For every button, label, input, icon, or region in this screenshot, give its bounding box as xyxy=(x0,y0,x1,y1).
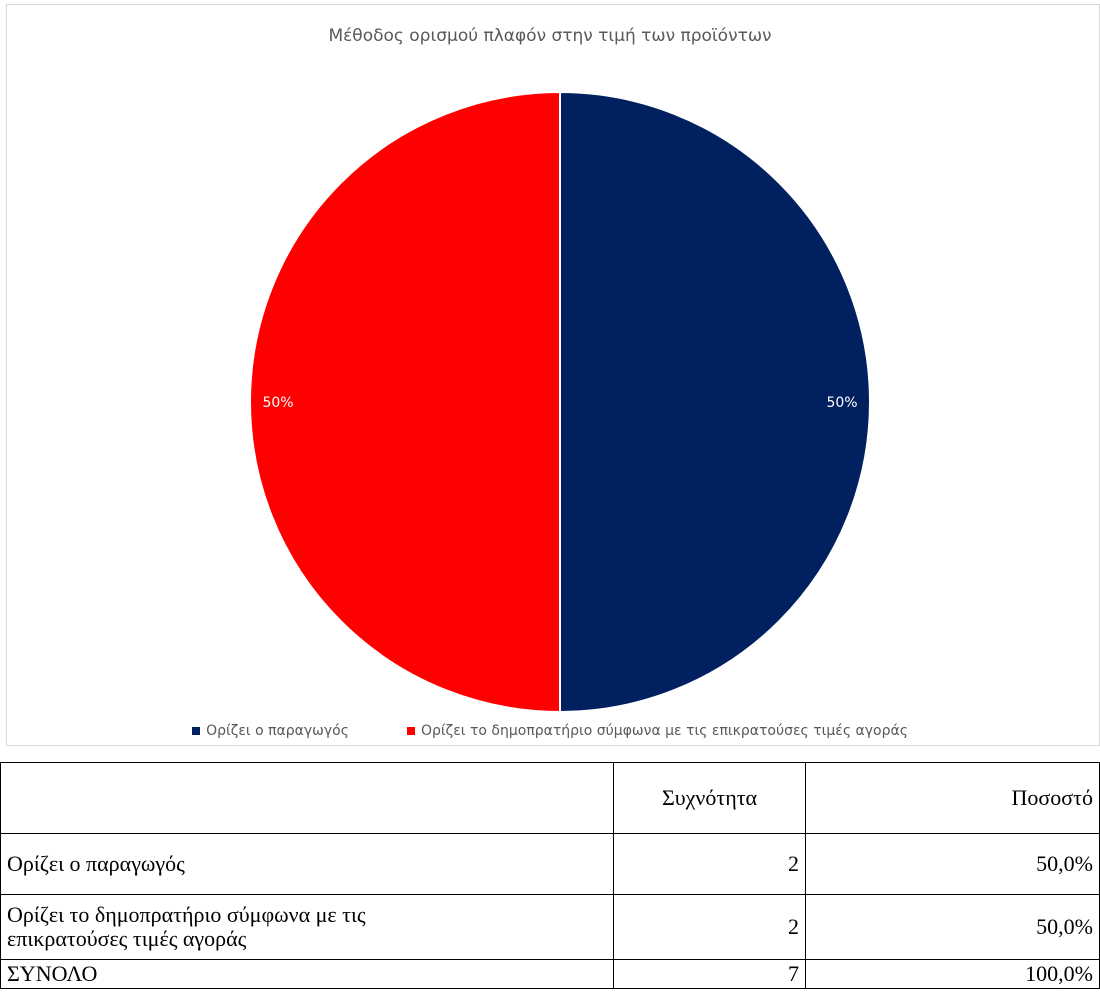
slice-data-label-0: 50% xyxy=(826,395,857,411)
total-percentage: 100,0% xyxy=(805,959,1100,989)
row-label-line-2: επικρατούσες τιμές αγοράς xyxy=(7,926,247,951)
header-cell-empty xyxy=(0,762,614,834)
row-frequency: 2 xyxy=(613,833,806,895)
legend-swatch-producer xyxy=(192,727,201,735)
pie-slice-0 xyxy=(559,90,871,714)
table-total-row: ΣΥΝΟΛΟ 7 100,0% xyxy=(0,959,1100,989)
table-header-row: Συχνότητα Ποσοστό xyxy=(0,762,1100,834)
row-label: Ορίζει το δημοπρατήριο σύμφωνα με τις επι… xyxy=(0,894,614,960)
frequency-table: Συχνότητα Ποσοστό Ορίζει ο παραγωγός 2 5… xyxy=(0,762,1100,989)
chart-title: Μέθοδος ορισμού πλαφόν στην τιμή των προ… xyxy=(328,26,772,46)
row-label-line-1: Ορίζει το δημοπρατήριο σύμφωνα με τις xyxy=(7,902,366,927)
row-percentage: 50,0% xyxy=(805,833,1100,895)
total-label: ΣΥΝΟΛΟ xyxy=(0,959,614,989)
row-label: Ορίζει ο παραγωγός xyxy=(0,833,614,895)
total-frequency: 7 xyxy=(613,959,806,989)
row-frequency: 2 xyxy=(613,894,806,960)
header-cell-percentage: Ποσοστό xyxy=(805,762,1100,834)
legend-label-auction: Ορίζει το δημοπρατήριο σύμφωνα με τις επ… xyxy=(420,723,908,739)
pie-chart: 50% 50% xyxy=(249,90,871,714)
legend-item-auction: Ορίζει το δημοπρατήριο σύμφωνα με τις επ… xyxy=(406,723,908,739)
table-row: Ορίζει το δημοπρατήριο σύμφωνα με τις επι… xyxy=(0,894,1100,960)
slice-data-label-1: 50% xyxy=(262,395,293,411)
header-cell-frequency: Συχνότητα xyxy=(613,762,806,834)
table-row: Ορίζει ο παραγωγός 2 50,0% xyxy=(0,833,1100,895)
pie-slice-1 xyxy=(249,90,561,714)
legend-item-producer: Ορίζει ο παραγωγός xyxy=(192,723,349,739)
legend: Ορίζει ο παραγωγός Ορίζει το δημοπρατήρι… xyxy=(0,723,1100,739)
legend-swatch-auction xyxy=(406,727,415,735)
row-percentage: 50,0% xyxy=(805,894,1100,960)
legend-label-producer: Ορίζει ο παραγωγός xyxy=(206,723,349,739)
